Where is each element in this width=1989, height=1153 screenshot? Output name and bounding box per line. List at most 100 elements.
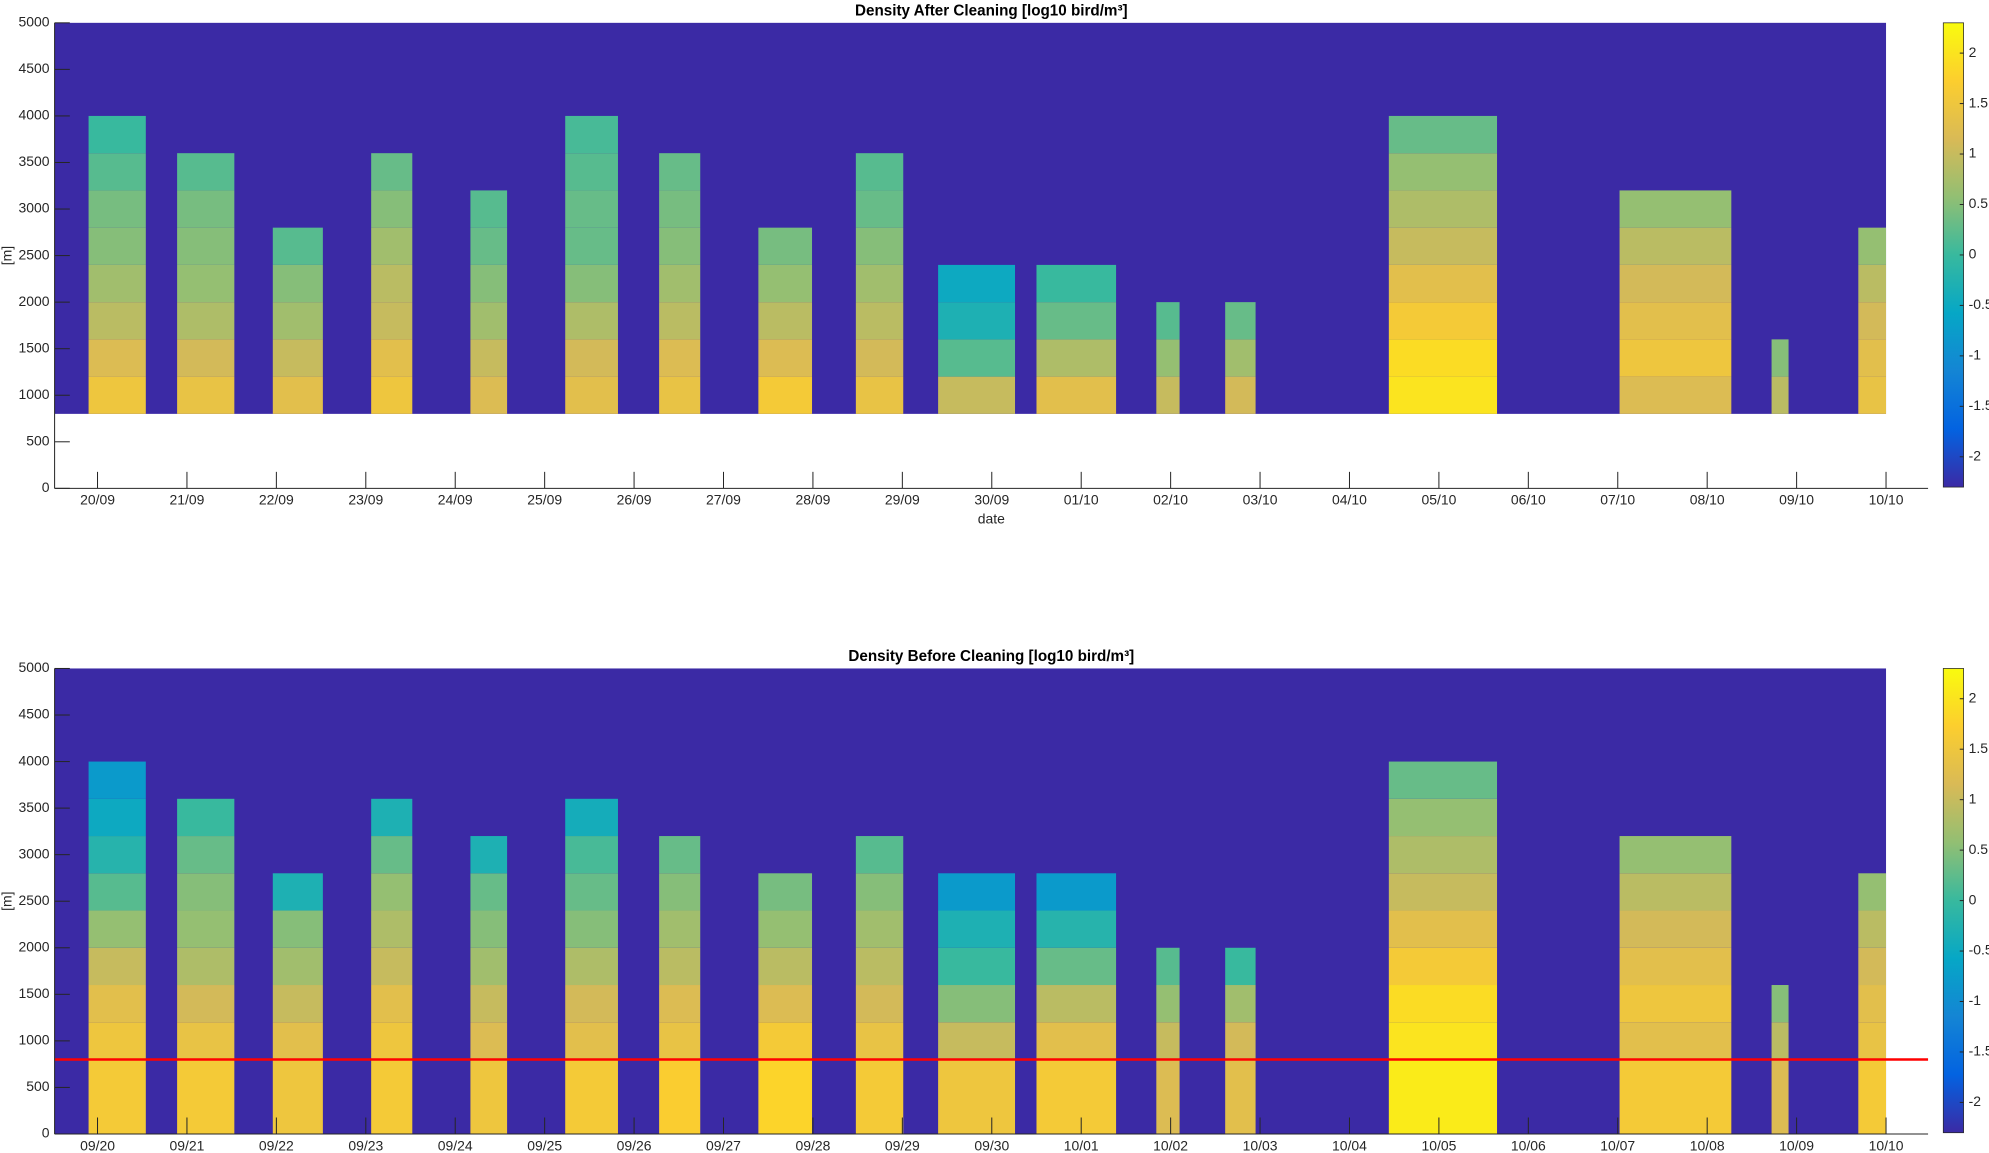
heat-cell xyxy=(470,376,508,414)
heat-cell xyxy=(659,910,701,948)
x-tick-label: 03/10 xyxy=(1243,492,1278,508)
colorbar-tick-label: -1 xyxy=(1969,992,1982,1008)
x-tick-label: 09/20 xyxy=(80,1137,115,1153)
heat-cell xyxy=(470,190,508,228)
y-tick-label: 1000 xyxy=(19,386,50,402)
heat-cell xyxy=(1388,836,1498,874)
heat-cell xyxy=(565,376,618,414)
y-tick-label: 2500 xyxy=(19,892,50,908)
heat-cell xyxy=(758,910,813,948)
heat-cell xyxy=(938,376,1016,414)
heat-cell xyxy=(371,873,413,911)
heat-cell xyxy=(938,910,1016,948)
heat-cell xyxy=(371,153,413,191)
heat-cell xyxy=(938,1022,1016,1060)
panel: 0 500 1000 1500 2000 2500 3000 3500 4000 4500 5000… xyxy=(0,2,1989,526)
heat-cell xyxy=(758,985,813,1023)
heat-cell xyxy=(1619,376,1732,414)
x-tick-label: 22/09 xyxy=(259,492,294,508)
heat-cell xyxy=(1619,227,1732,265)
x-tick-label: 30/09 xyxy=(974,492,1009,508)
x-tick-label: 09/22 xyxy=(259,1137,294,1153)
heat-cell xyxy=(88,339,146,377)
heat-cell xyxy=(88,1059,146,1134)
heat-cell xyxy=(855,836,904,874)
colorbar-tick-label: -0.5 xyxy=(1969,296,1989,312)
heat-cell xyxy=(177,947,235,986)
colorbar-tick-label: -1.5 xyxy=(1969,397,1989,413)
x-tick-label: 21/09 xyxy=(170,492,205,508)
x-tick-label: 26/09 xyxy=(617,492,652,508)
heat-cell xyxy=(855,873,904,911)
colorbar-tick-label: 2 xyxy=(1969,44,1977,60)
heat-cell xyxy=(1388,947,1498,986)
heat-cell xyxy=(659,302,701,340)
heat-cell xyxy=(659,1022,701,1060)
heat-cell xyxy=(659,190,701,228)
heat-cell xyxy=(758,339,813,377)
colorbar-tick-label: 0 xyxy=(1969,246,1977,262)
x-tick-label: 08/10 xyxy=(1690,492,1725,508)
heat-cell xyxy=(272,873,323,911)
y-tick-label: 3500 xyxy=(19,799,50,815)
heat-cell xyxy=(1156,376,1180,414)
y-tick-label: 3000 xyxy=(19,200,50,216)
x-tick-label: 02/10 xyxy=(1153,492,1188,508)
x-tick-label: 09/23 xyxy=(348,1137,383,1153)
heat-cell xyxy=(177,836,235,874)
heat-cell xyxy=(1388,1022,1498,1060)
heat-cell xyxy=(1225,376,1256,414)
heat-cell xyxy=(1156,339,1180,377)
heat-cell xyxy=(1036,1022,1117,1060)
x-tick-label: 10/02 xyxy=(1153,1137,1188,1153)
heat-cell xyxy=(272,947,323,986)
colorbar-tick-label: 1 xyxy=(1969,790,1977,806)
heat-cell xyxy=(1619,302,1732,340)
heat-cell xyxy=(272,1022,323,1060)
heat-cell xyxy=(1388,761,1498,799)
heat-cell xyxy=(1858,227,1887,265)
y-tick-label: 5000 xyxy=(19,659,50,675)
heat-cell xyxy=(1858,302,1887,340)
heat-cell xyxy=(1388,339,1498,377)
heat-cell xyxy=(1619,190,1732,228)
heat-cell xyxy=(177,1022,235,1060)
heat-cell xyxy=(659,836,701,874)
heat-cell xyxy=(177,190,235,228)
heat-cell xyxy=(565,836,618,874)
heat-cell xyxy=(88,227,146,265)
x-tick-label: 04/10 xyxy=(1332,492,1367,508)
heat-cell xyxy=(371,227,413,265)
heat-cell xyxy=(758,264,813,303)
heat-cell xyxy=(1156,985,1180,1023)
heat-cell xyxy=(470,264,508,303)
heat-cell xyxy=(1619,873,1732,911)
x-tick-label: 10/10 xyxy=(1869,492,1904,508)
y-tick-label: 4000 xyxy=(19,752,50,768)
x-tick-label: 10/10 xyxy=(1869,1137,1904,1153)
heat-cell xyxy=(88,302,146,340)
heat-cell xyxy=(1388,302,1498,340)
heat-cell xyxy=(1388,115,1498,154)
heat-cell xyxy=(88,190,146,228)
heat-cell xyxy=(659,947,701,986)
heat-cell xyxy=(1858,339,1887,377)
heat-cell xyxy=(1619,985,1732,1023)
x-tick-label: 28/09 xyxy=(795,492,830,508)
heat-cell xyxy=(855,985,904,1023)
heat-cell xyxy=(855,153,904,191)
heat-cell xyxy=(1388,798,1498,837)
heat-cell xyxy=(177,1059,235,1134)
heat-cell xyxy=(565,115,618,154)
x-tick-label: 09/24 xyxy=(438,1137,473,1153)
x-tick-label: 10/08 xyxy=(1690,1137,1725,1153)
x-tick-label: 07/10 xyxy=(1600,492,1635,508)
heat-cell xyxy=(758,873,813,911)
heat-cell xyxy=(272,302,323,340)
heat-cell xyxy=(938,1059,1016,1134)
heat-cell xyxy=(565,947,618,986)
heat-cell xyxy=(371,1059,413,1134)
heat-cell xyxy=(1225,1059,1256,1134)
